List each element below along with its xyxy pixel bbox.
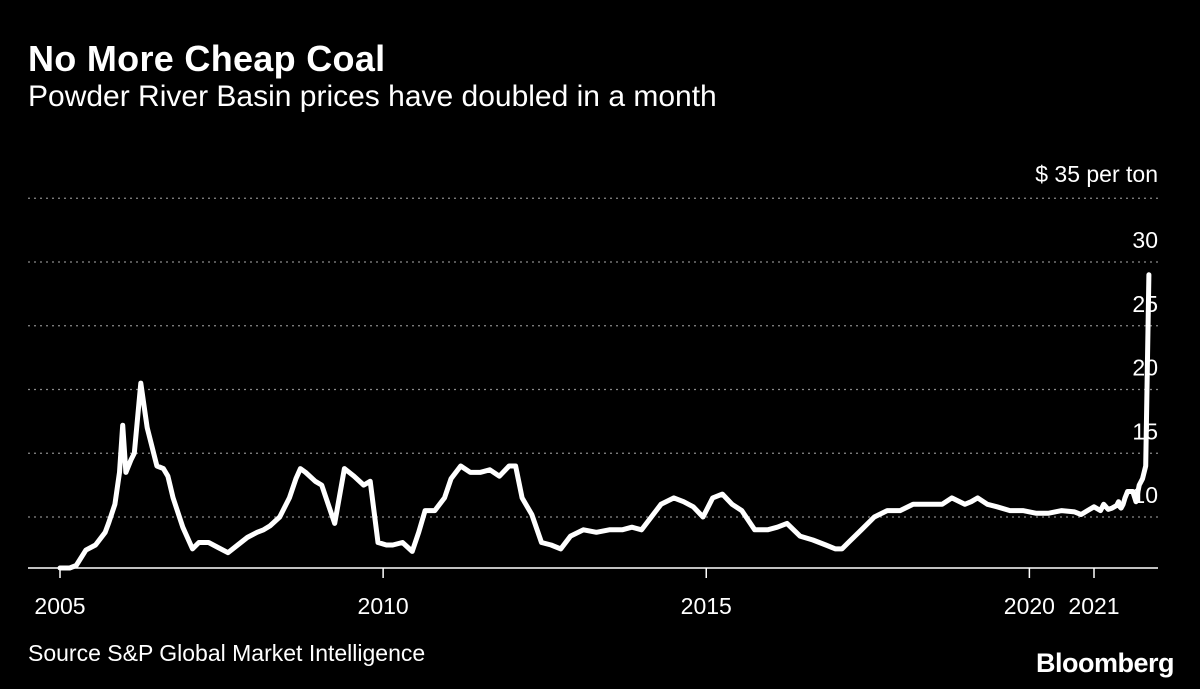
gridlines [28,197,1158,518]
x-tick-label-2015: 2015 [681,593,732,619]
x-tick-label-2020: 2020 [1004,593,1055,619]
y-axis-unit-label: $ 35 per ton [1035,161,1158,187]
y-tick-label-30: 30 [1132,227,1158,253]
x-tick-label-2005: 2005 [34,593,85,619]
price-series-line [57,272,1152,571]
chart-title: No More Cheap Coal [28,38,386,79]
chart-subtitle: Powder River Basin prices have doubled i… [28,80,717,113]
x-axis-ticks: 2005 2010 2015 2020 2021 [34,568,1120,619]
source-note: Source S&P Global Market Intelligence [28,640,426,666]
x-tick-label-2010: 2010 [358,593,409,619]
bloomberg-logo: Bloomberg [1035,648,1175,678]
x-tick-label-2021: 2021 [1068,593,1119,619]
y-tick-label-25: 25 [1132,291,1158,317]
